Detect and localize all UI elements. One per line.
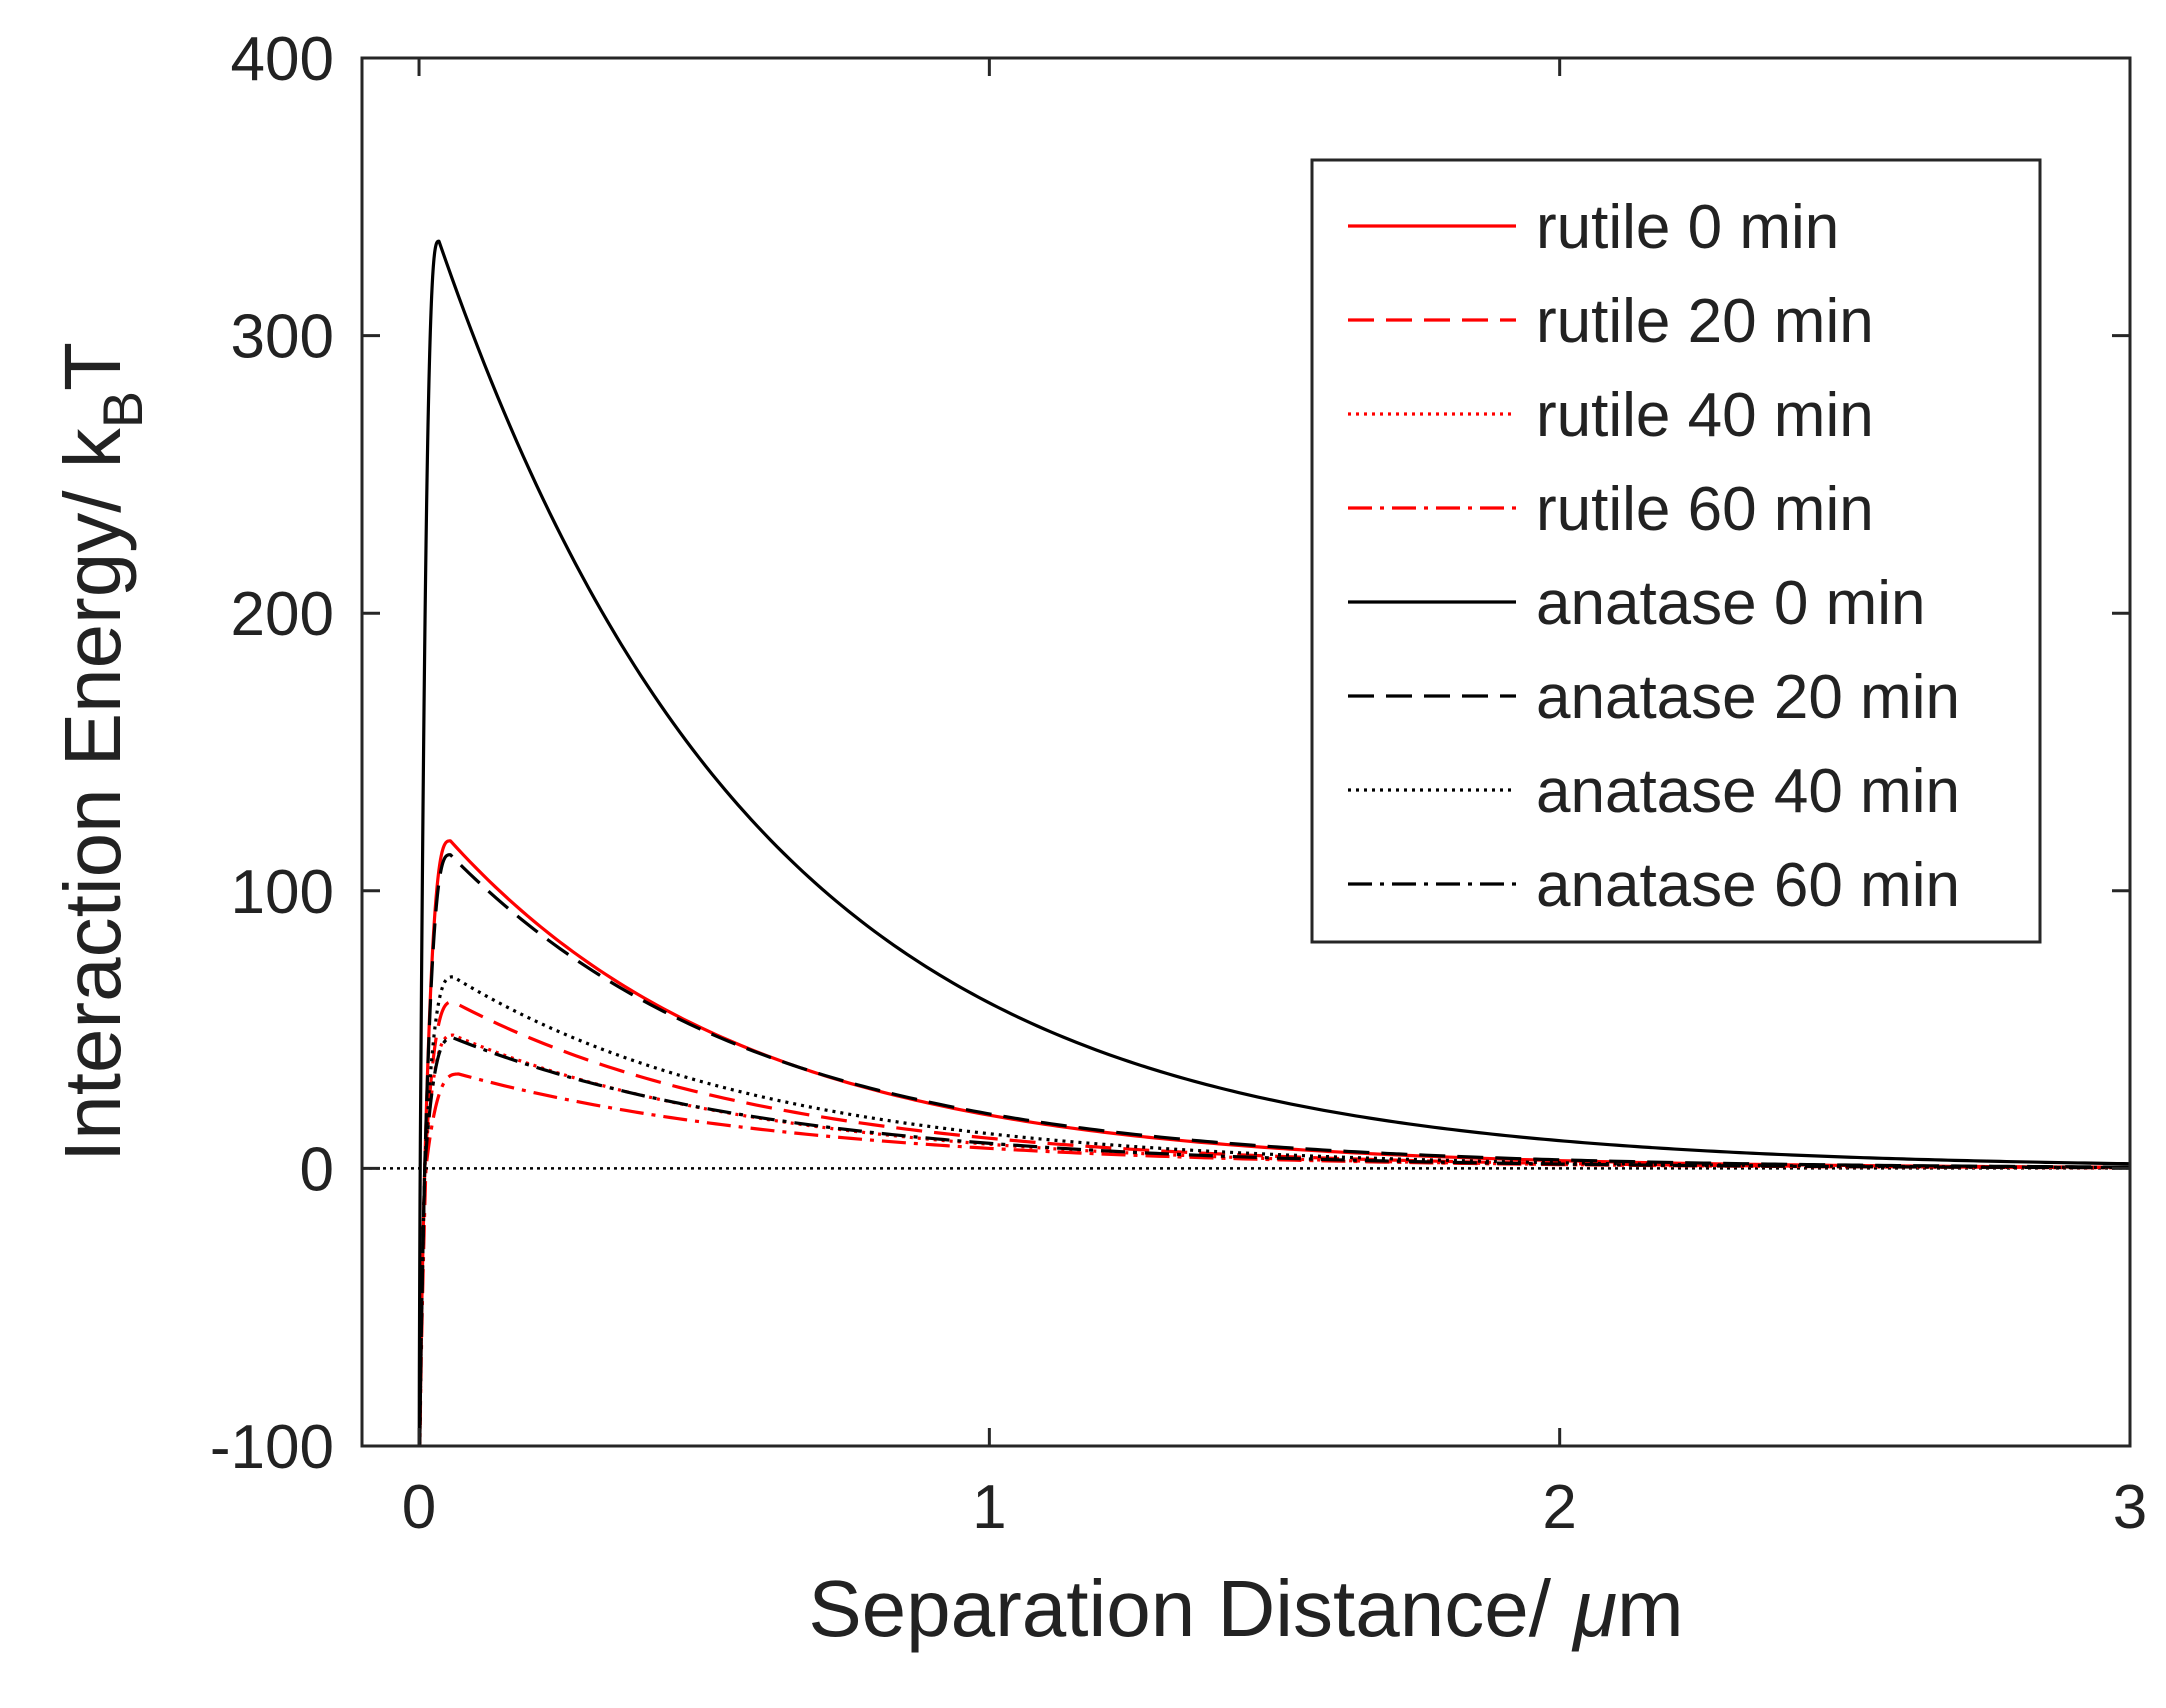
legend-label: anatase 20 min xyxy=(1536,663,1960,732)
x-tick-label: 2 xyxy=(1542,1473,1576,1542)
legend-label: rutile 20 min xyxy=(1536,287,1874,356)
y-tick-labels: -100 0 100 200 300 400 xyxy=(210,25,334,1482)
series-line-anatase-20-min xyxy=(418,853,2130,1446)
series-line-anatase-0-min xyxy=(417,239,2130,1446)
legend: rutile 0 min rutile 20 min rutile 40 min ru… xyxy=(1310,158,2042,944)
y-axis-label-tail: T xyxy=(48,342,137,391)
x-axis-label-unit: m xyxy=(1617,1564,1684,1653)
y-axis-label: Interaction Energy/ kBT xyxy=(48,342,154,1162)
axes-box xyxy=(360,56,2132,1448)
series-layer xyxy=(417,239,2130,1446)
y-tick-label: 200 xyxy=(231,580,334,649)
legend-label: rutile 0 min xyxy=(1536,193,1839,262)
x-tick-label: 3 xyxy=(2113,1473,2147,1542)
x-axis-label-main: Separation Distance/ xyxy=(808,1564,1573,1653)
legend-box xyxy=(1310,158,2042,944)
x-tick-label: 0 xyxy=(402,1473,436,1542)
legend-label: anatase 40 min xyxy=(1536,757,1960,826)
y-axis-label-main: Interaction Energy/ k xyxy=(48,427,137,1162)
legend-label: anatase 60 min xyxy=(1536,851,1960,920)
x-axis-label-greek: μ xyxy=(1571,1564,1617,1653)
series-line-rutile-60-min xyxy=(418,1072,2130,1446)
y-tick-label: -100 xyxy=(210,1413,334,1482)
x-tick-labels: 0 1 2 3 xyxy=(402,1473,2147,1542)
legend-label: rutile 40 min xyxy=(1536,381,1874,450)
x-axis-label: Separation Distance/ μm xyxy=(808,1564,1683,1653)
legend-label: anatase 0 min xyxy=(1536,569,1925,638)
y-tick-label: 0 xyxy=(300,1135,334,1204)
series-line-rutile-20-min xyxy=(418,1000,2130,1446)
y-tick-label: 100 xyxy=(231,858,334,927)
legend-label: rutile 60 min xyxy=(1536,475,1874,544)
x-tick-label: 1 xyxy=(972,1473,1006,1542)
y-tick-label: 400 xyxy=(231,25,334,94)
y-axis-label-subscript: B xyxy=(91,391,154,428)
y-tick-label: 300 xyxy=(231,303,334,372)
